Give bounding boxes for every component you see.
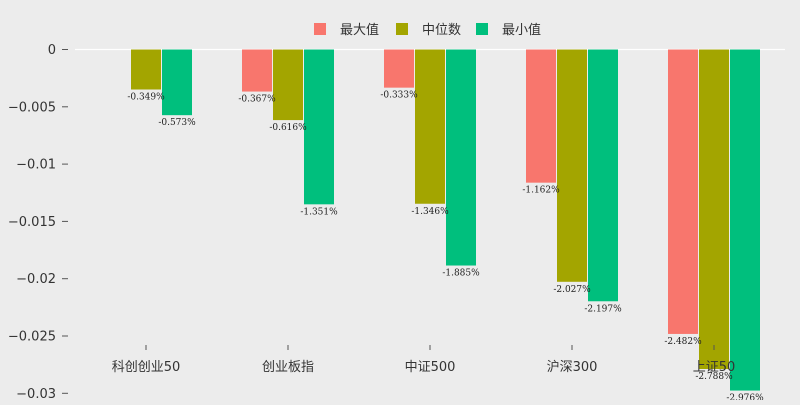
bar[interactable] bbox=[304, 49, 334, 205]
y-tick-label: −0.03 bbox=[16, 387, 56, 400]
data-label: -1.162% bbox=[522, 186, 560, 196]
bar[interactable] bbox=[699, 49, 729, 370]
data-label: -1.351% bbox=[300, 207, 338, 217]
bars bbox=[131, 49, 760, 391]
legend-label: 中位数 bbox=[422, 23, 461, 38]
x-tick-label: 科创创业50 bbox=[112, 360, 181, 375]
bar[interactable] bbox=[668, 49, 698, 334]
legend[interactable]: 最大值 中位数 最小值 bbox=[314, 22, 541, 38]
legend-swatch bbox=[314, 23, 326, 35]
data-label: -0.349% bbox=[127, 92, 165, 102]
data-label: -2.027% bbox=[553, 285, 591, 295]
legend-item[interactable]: 中位数 bbox=[396, 23, 461, 38]
y-tick-label: −0.015 bbox=[8, 215, 56, 230]
y-tick-label: 0 bbox=[48, 43, 56, 58]
data-labels: -0.349% -0.573% -0.367% -0.616% -1.351% -0.33… bbox=[127, 91, 764, 404]
data-label: -2.976% bbox=[726, 394, 764, 400]
bar[interactable] bbox=[384, 49, 414, 88]
data-label: -0.616% bbox=[269, 123, 307, 133]
bar[interactable] bbox=[557, 49, 587, 282]
data-label: -1.346% bbox=[411, 207, 449, 217]
legend-label: 最大值 bbox=[340, 22, 379, 38]
x-tick-label: 中证500 bbox=[405, 360, 456, 375]
bar[interactable] bbox=[162, 49, 192, 116]
data-label: -2.788% bbox=[695, 372, 733, 382]
bar[interactable] bbox=[588, 49, 618, 302]
legend-item[interactable]: 最小值 bbox=[476, 22, 541, 38]
bar[interactable] bbox=[131, 49, 161, 90]
y-axis: 0 −0.005 −0.01 −0.015 −0.02 −0.025 −0.03 bbox=[8, 43, 785, 402]
y-tick-label: −0.01 bbox=[16, 158, 56, 173]
x-axis: 科创创业50 创业板指 中证500 沪深300 上证50 bbox=[112, 345, 736, 375]
bar[interactable] bbox=[730, 49, 760, 391]
bar[interactable] bbox=[415, 49, 445, 204]
data-label: -0.573% bbox=[158, 118, 196, 128]
data-label: -1.885% bbox=[442, 269, 480, 279]
x-tick-label: 沪深300 bbox=[547, 359, 598, 375]
legend-swatch bbox=[476, 23, 488, 35]
bar[interactable] bbox=[242, 49, 272, 92]
bar[interactable] bbox=[526, 49, 556, 183]
legend-swatch bbox=[396, 23, 408, 35]
y-tick-label: −0.005 bbox=[8, 100, 56, 115]
data-label: -0.367% bbox=[238, 95, 276, 105]
legend-item[interactable]: 最大值 bbox=[314, 22, 379, 38]
x-tick-label: 创业板指 bbox=[262, 360, 314, 375]
bar[interactable] bbox=[273, 49, 303, 121]
data-label: -2.482% bbox=[664, 337, 702, 347]
bar[interactable] bbox=[446, 49, 476, 266]
x-tick-label: 上证50 bbox=[693, 360, 736, 375]
data-label: -0.333% bbox=[380, 91, 418, 101]
legend-label: 最小值 bbox=[502, 22, 541, 38]
y-tick-label: −0.02 bbox=[16, 272, 56, 287]
y-tick-label: −0.025 bbox=[8, 330, 56, 345]
data-label: -2.197% bbox=[584, 304, 622, 314]
